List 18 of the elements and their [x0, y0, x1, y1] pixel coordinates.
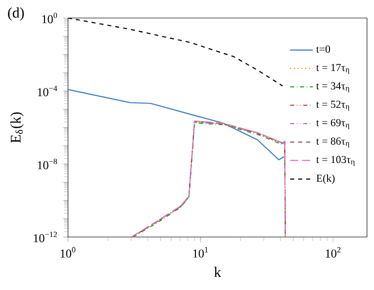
legend-label: t = 52τ$_{η}$: [316, 100, 350, 111]
legend-label: E(k): [316, 174, 335, 184]
y-tick-label: 10$^{0}$: [42, 12, 58, 24]
y-tick-label: 10$^{−12}$: [34, 232, 57, 242]
x-tick-label: 10$^{0}$: [60, 247, 76, 258]
x-tick-label: 10$^{2}$: [326, 247, 340, 258]
y-axis-title: E$_{δ}$(k): [10, 112, 24, 143]
legend-label: t = 103τ$_{η}$: [316, 156, 354, 166]
legend-label: t=0: [316, 46, 330, 53]
legend-label: t = 34τ$_{η}$: [316, 82, 350, 92]
x-axis-title: k: [214, 266, 222, 277]
legend-label: t = 69τ$_{η}$: [316, 119, 350, 130]
y-tick-label: 10$^{−8}$: [38, 158, 58, 170]
y-tick-label: 10$^{−4}$: [38, 86, 58, 96]
legend-label: t = 86τ$_{η}$: [316, 138, 350, 148]
legend-label: t = 17τ$_{η}$: [316, 64, 350, 74]
text: (d): [8, 7, 24, 21]
x-tick-label: 10$^{1}$: [193, 247, 208, 258]
